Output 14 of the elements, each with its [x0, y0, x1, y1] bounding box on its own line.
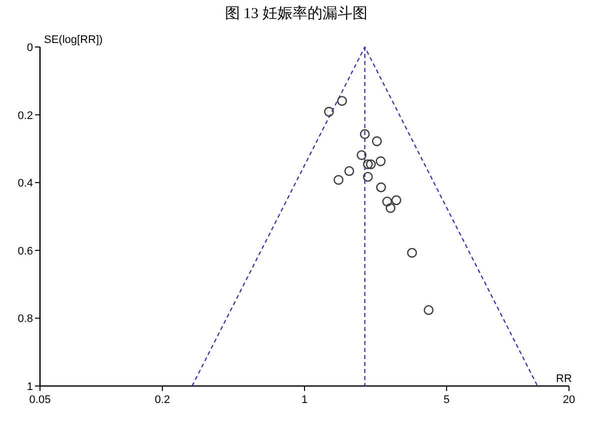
y-tick-label: 0.8	[18, 313, 33, 326]
y-tick-label: 0.2	[18, 110, 33, 122]
x-tick-label: 0.2	[154, 394, 170, 406]
x-tick-label: 5	[444, 394, 450, 406]
x-tick-label: 0.05	[29, 394, 51, 406]
y-tick-label: 0.6	[18, 245, 33, 258]
y-tick-label: 1	[26, 381, 33, 393]
x-tick-label: 20	[562, 394, 576, 406]
y-tick-label: 0	[26, 42, 33, 54]
y-tick-label: 0.4	[18, 178, 33, 190]
chart-title: 图 13 妊娠率的漏斗图	[224, 5, 368, 22]
x-axis-title: RR	[556, 373, 572, 385]
x-tick-label: 1	[301, 394, 308, 406]
y-axis-title: SE(log[RR])	[44, 34, 103, 46]
